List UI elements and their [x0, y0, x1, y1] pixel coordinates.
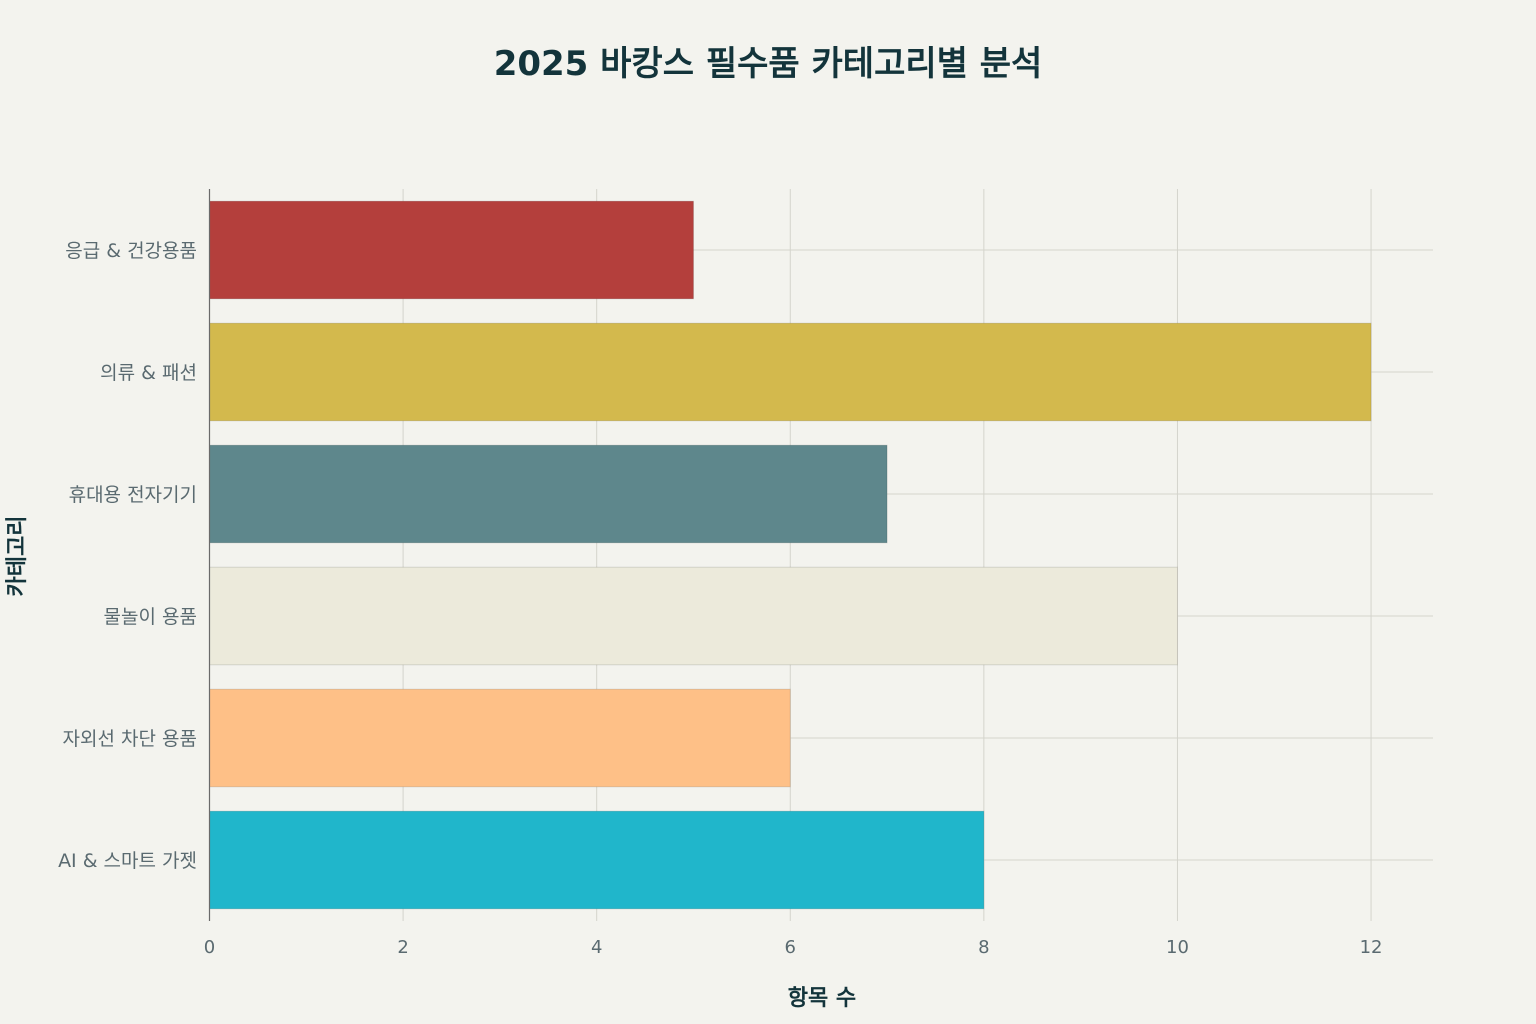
x-axis-title: 항목 수 — [788, 986, 856, 1011]
y-category-label: 의류 & 패션 — [100, 362, 197, 384]
y-category-label: 물놀이 용품 — [104, 606, 197, 628]
bar — [209, 444, 888, 544]
bar — [209, 688, 791, 788]
x-tick-label: 10 — [1166, 937, 1189, 958]
chart-title: 2025 바캉스 필수품 카테고리별 분석 — [494, 44, 1043, 84]
bar — [209, 566, 1178, 666]
x-grid — [402, 189, 1372, 921]
x-tick-label: 6 — [785, 937, 796, 958]
x-tick-labels: 0 2 4 6 8 10 12 — [204, 937, 1383, 958]
x-tick-label: 12 — [1360, 937, 1383, 958]
bar — [209, 322, 1372, 422]
y-category-label: AI & 스마트 가젯 — [58, 850, 197, 872]
x-tick-label: 2 — [397, 937, 408, 958]
y-category-label: 휴대용 전자기기 — [69, 484, 197, 506]
x-tick-label: 0 — [204, 937, 215, 958]
bar — [209, 200, 694, 300]
y-axis-title: 카테고리 — [5, 516, 30, 597]
x-tick-label: 4 — [591, 937, 602, 958]
y-category-label: 응급 & 건강용품 — [65, 240, 197, 262]
x-tick-label: 8 — [978, 937, 989, 958]
y-category-label: 자외선 차단 용품 — [63, 728, 197, 750]
bar — [209, 810, 985, 910]
bars — [209, 200, 1372, 910]
